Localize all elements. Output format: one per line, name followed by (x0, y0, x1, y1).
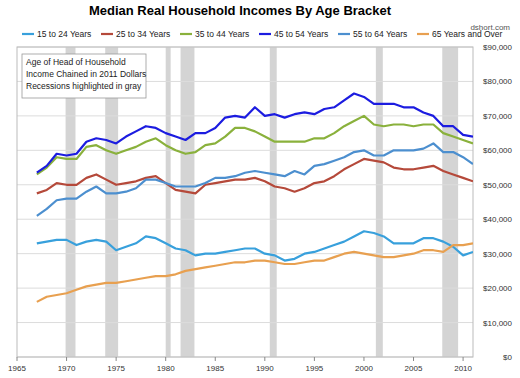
x-tick-label: 1990 (256, 364, 274, 373)
x-tick-label: 1965 (8, 364, 26, 373)
x-tick-label: 1995 (305, 364, 323, 373)
grid-line (17, 253, 473, 254)
x-tick-label: 1970 (58, 364, 76, 373)
x-tick-label: 1985 (206, 364, 224, 373)
legend-swatch (417, 33, 429, 35)
recession-band (270, 47, 277, 357)
legend-label: 45 to 54 Years (274, 29, 328, 39)
chart: $0 $10,000 $20,000 $30,000 $40,000 $50,000 $60… (0, 0, 520, 378)
x-tick (215, 357, 216, 361)
annotation: Income Chained in 2011 Dollars (26, 69, 146, 79)
grid-line (17, 219, 473, 220)
recession-band (181, 47, 195, 357)
series-line (37, 143, 473, 215)
legend-swatch (338, 33, 350, 35)
x-tick (264, 357, 265, 361)
annotation-box (22, 54, 146, 98)
y-tick-label: $90,000 (483, 43, 512, 52)
recession-band (376, 47, 383, 357)
y-tick-label: $30,000 (483, 250, 512, 259)
y-tick-label: $10,000 (483, 319, 512, 328)
y-tick-label: $60,000 (483, 146, 512, 155)
grid-line (17, 322, 473, 323)
x-tick (17, 357, 18, 361)
x-tick-label: 2000 (355, 364, 373, 373)
y-tick-label: $80,000 (483, 77, 512, 86)
y-tick-label: $20,000 (483, 284, 512, 293)
legend-swatch (22, 33, 34, 35)
x-tick (314, 357, 315, 361)
x-tick-label: 2005 (405, 364, 423, 373)
x-tick (463, 357, 464, 361)
legend-swatch (180, 33, 192, 35)
legend-swatch (101, 33, 113, 35)
series-line (37, 159, 473, 193)
series-line (37, 116, 473, 175)
plot-frame (17, 47, 473, 357)
x-tick (66, 357, 67, 361)
legend-label: 15 to 24 Years (37, 29, 91, 39)
lines (37, 94, 473, 302)
y-tick-label: $50,000 (483, 181, 512, 190)
y-tick-label: $40,000 (483, 215, 512, 224)
legend-label: 65 Years and Over (432, 29, 503, 39)
x-tick-label: 1975 (107, 364, 125, 373)
annotation: Age of Head of Household (26, 57, 126, 67)
recession-band (166, 47, 171, 357)
legend-label: 25 to 34 Years (116, 29, 170, 39)
legend-swatch (259, 33, 271, 35)
series-line (37, 94, 473, 173)
legend-label: 35 to 44 Years (195, 29, 249, 39)
series-line (37, 243, 473, 302)
x-tick (413, 357, 414, 361)
recession-band (442, 47, 458, 357)
annotation: Recessions highlighted in gray (26, 81, 142, 91)
x-tick-label: 1980 (157, 364, 175, 373)
legend-label: 55 to 64 Years (353, 29, 407, 39)
y-tick-label: $0 (503, 353, 512, 362)
grid-line (17, 184, 473, 185)
x-tick (165, 357, 166, 361)
title: Median Real Household Incomes By Age Bra… (89, 3, 392, 18)
y-tick-label: $70,000 (483, 112, 512, 121)
background (0, 0, 520, 378)
x-tick (116, 357, 117, 361)
series-line (37, 231, 473, 260)
x-tick-label: 2010 (454, 364, 472, 373)
x-tick (363, 357, 364, 361)
